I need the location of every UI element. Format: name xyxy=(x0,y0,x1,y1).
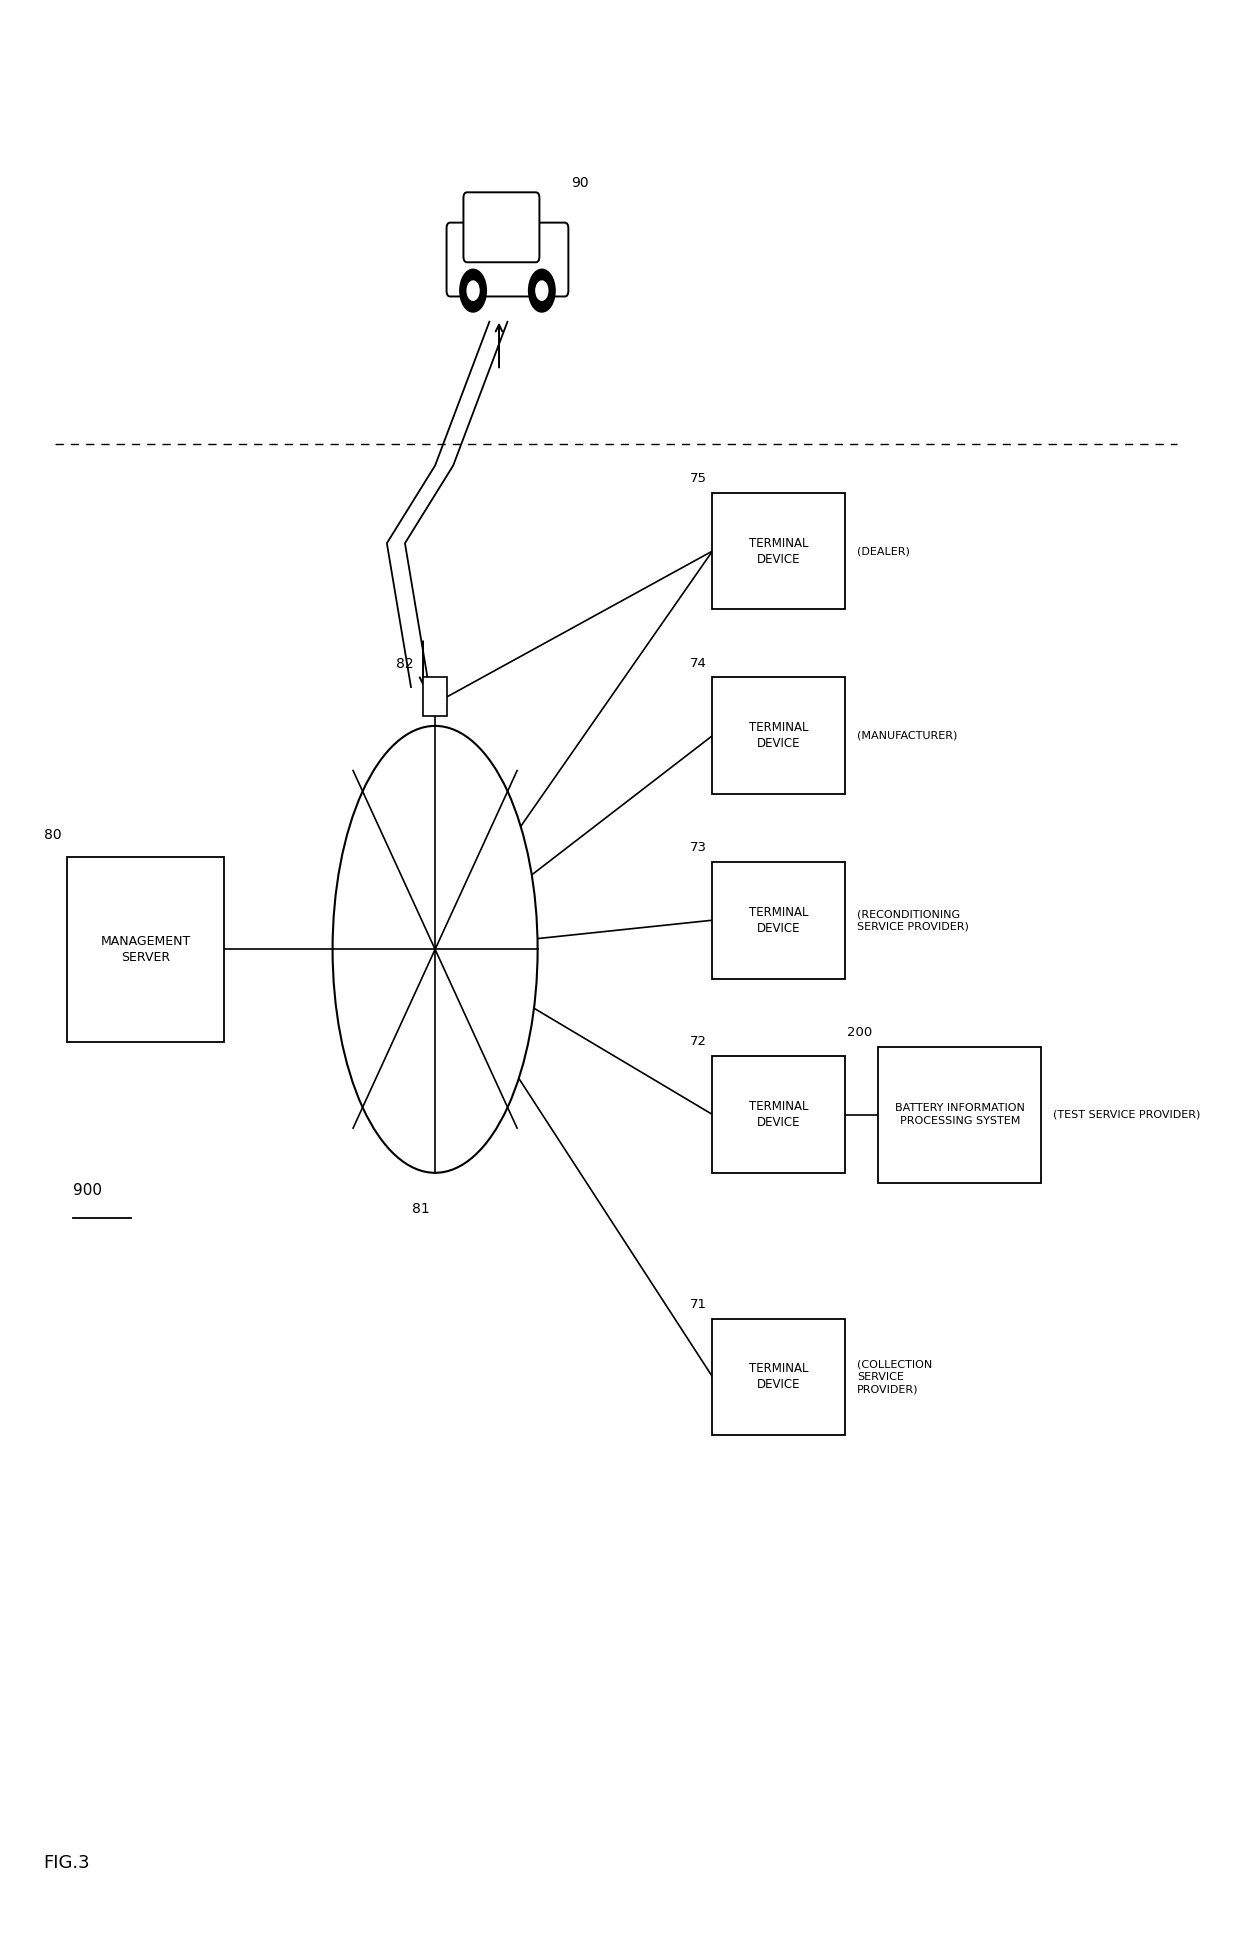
Text: 73: 73 xyxy=(689,842,707,853)
Text: TERMINAL
DEVICE: TERMINAL DEVICE xyxy=(749,720,808,750)
Bar xyxy=(713,1057,846,1172)
Text: (TEST SERVICE PROVIDER): (TEST SERVICE PROVIDER) xyxy=(1053,1110,1200,1119)
Text: (DEALER): (DEALER) xyxy=(857,546,910,556)
Text: MANAGEMENT
SERVER: MANAGEMENT SERVER xyxy=(100,935,191,965)
Text: 900: 900 xyxy=(73,1182,102,1198)
Text: 71: 71 xyxy=(689,1297,707,1311)
Text: 200: 200 xyxy=(847,1025,872,1039)
Text: 81: 81 xyxy=(412,1202,430,1215)
Text: 75: 75 xyxy=(689,472,707,485)
Circle shape xyxy=(460,270,486,311)
Text: BATTERY INFORMATION
PROCESSING SYSTEM: BATTERY INFORMATION PROCESSING SYSTEM xyxy=(895,1104,1024,1125)
Ellipse shape xyxy=(332,726,538,1172)
Bar xyxy=(423,677,448,716)
Text: 74: 74 xyxy=(689,656,707,669)
Text: 82: 82 xyxy=(396,658,413,671)
Text: 72: 72 xyxy=(689,1035,707,1049)
Circle shape xyxy=(467,282,479,299)
Bar xyxy=(713,1319,846,1434)
Bar xyxy=(67,857,224,1041)
Text: (COLLECTION
SERVICE
PROVIDER): (COLLECTION SERVICE PROVIDER) xyxy=(857,1360,932,1393)
Text: TERMINAL
DEVICE: TERMINAL DEVICE xyxy=(749,906,808,935)
Bar xyxy=(713,861,846,978)
FancyBboxPatch shape xyxy=(464,192,539,262)
Bar xyxy=(713,493,846,609)
Text: FIG.3: FIG.3 xyxy=(43,1855,89,1873)
Text: 80: 80 xyxy=(43,828,61,842)
Text: TERMINAL
DEVICE: TERMINAL DEVICE xyxy=(749,1100,808,1129)
Circle shape xyxy=(536,282,548,299)
Text: (MANUFACTURER): (MANUFACTURER) xyxy=(857,730,957,740)
FancyBboxPatch shape xyxy=(446,223,568,296)
Text: TERMINAL
DEVICE: TERMINAL DEVICE xyxy=(749,536,808,566)
Bar xyxy=(713,677,846,795)
Text: TERMINAL
DEVICE: TERMINAL DEVICE xyxy=(749,1362,808,1391)
Text: (RECONDITIONING
SERVICE PROVIDER): (RECONDITIONING SERVICE PROVIDER) xyxy=(857,908,970,932)
Text: 90: 90 xyxy=(570,176,589,190)
Bar xyxy=(878,1047,1042,1182)
Circle shape xyxy=(528,270,556,311)
